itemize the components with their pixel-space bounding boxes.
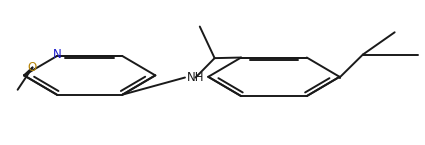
Text: N: N <box>52 48 61 61</box>
Text: O: O <box>28 61 37 74</box>
Text: NH: NH <box>187 71 204 84</box>
